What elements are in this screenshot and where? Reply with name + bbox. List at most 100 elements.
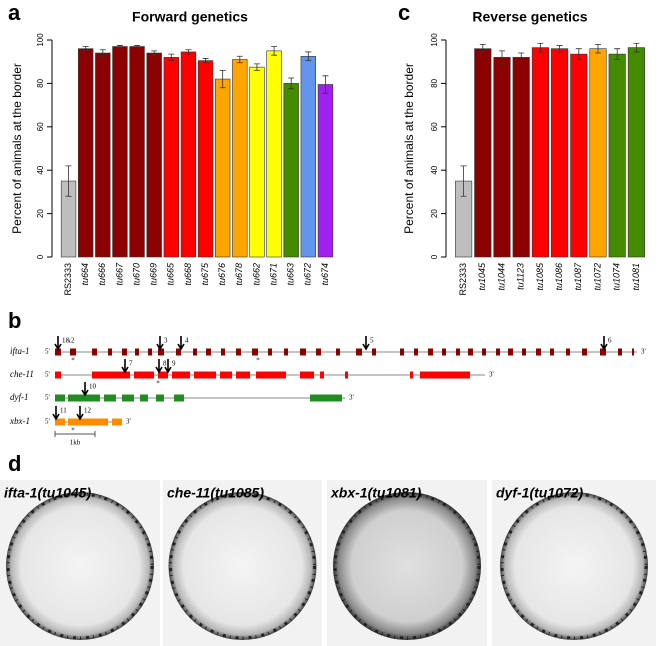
error-bar bbox=[151, 50, 158, 56]
three-prime: 3' bbox=[641, 348, 646, 356]
error-bar bbox=[99, 49, 106, 57]
five-prime: 5' bbox=[45, 394, 50, 402]
panel-letter: d bbox=[8, 451, 21, 476]
dish bbox=[168, 492, 317, 640]
y-tick-label: 80 bbox=[430, 78, 439, 87]
error-bar bbox=[595, 43, 601, 54]
exon bbox=[256, 371, 286, 379]
error-bar bbox=[479, 43, 486, 54]
x-tick-label: tu1081 bbox=[631, 263, 641, 291]
exon bbox=[420, 371, 470, 379]
exon bbox=[68, 418, 108, 426]
error-bar bbox=[499, 50, 505, 65]
bar bbox=[197, 60, 214, 258]
x-tick-label: tu1045 bbox=[477, 262, 487, 291]
worm-ring bbox=[333, 492, 481, 640]
y-tick-label: 20 bbox=[430, 209, 439, 218]
exon bbox=[310, 394, 342, 402]
exon bbox=[345, 371, 348, 379]
exon bbox=[300, 371, 314, 379]
exon bbox=[92, 348, 97, 356]
x-tick-label: tu1123 bbox=[516, 263, 526, 290]
error-bar bbox=[575, 48, 582, 60]
arrow bbox=[177, 336, 185, 351]
exon bbox=[536, 348, 541, 356]
x-tick-label: tu671 bbox=[268, 263, 278, 286]
arrow-label: 11 bbox=[60, 407, 67, 415]
worm-ring bbox=[500, 492, 648, 640]
arrow-label: 7 bbox=[129, 360, 133, 368]
x-tick-label: tu669 bbox=[149, 263, 159, 286]
y-tick-label: 40 bbox=[36, 165, 45, 174]
y-tick-label: 40 bbox=[430, 165, 439, 174]
arrow-label: 4 bbox=[185, 337, 189, 345]
gene-name: dyf-1 bbox=[10, 392, 29, 402]
x-tick-label: RS2333 bbox=[63, 263, 73, 296]
dish-images: ifta-1(tu1045) che-11(tu1085) xbx-1(tu1081… bbox=[0, 480, 656, 646]
gene-models: ifta-1 5' 3' che-11 5' 3' dyf-1 5' 3' xbx-1 5' 3' 1&… bbox=[9, 336, 646, 447]
error-bar bbox=[202, 58, 209, 64]
x-tick-label: tu1085 bbox=[535, 262, 545, 291]
worm-ring bbox=[169, 492, 316, 640]
bar bbox=[146, 52, 162, 258]
exon bbox=[148, 348, 152, 356]
bar bbox=[627, 47, 645, 258]
x-tick-label: tu1087 bbox=[573, 262, 583, 291]
y-axis-label: Percent of animals at the border bbox=[10, 63, 24, 234]
arrow-label: 3 bbox=[164, 337, 168, 345]
exon bbox=[400, 348, 404, 356]
exon bbox=[174, 394, 184, 402]
exon bbox=[220, 371, 232, 379]
panel-letter: a bbox=[8, 0, 21, 25]
y-axis-label: Percent of animals at the border bbox=[402, 63, 416, 234]
error-bar bbox=[271, 46, 278, 56]
five-prime: 5' bbox=[45, 418, 50, 426]
dish bbox=[333, 492, 481, 640]
error-bar bbox=[460, 165, 467, 197]
arrow-label: 1&2 bbox=[62, 337, 75, 345]
error-bar bbox=[65, 165, 72, 197]
x-tick-label: tu664 bbox=[80, 263, 90, 286]
exon bbox=[268, 348, 272, 356]
exon bbox=[55, 394, 65, 402]
exon bbox=[356, 348, 362, 356]
exon bbox=[320, 371, 324, 379]
x-tick-label: tu662 bbox=[251, 263, 261, 286]
exon bbox=[70, 348, 76, 356]
error-bar bbox=[305, 51, 312, 62]
asterisk: * bbox=[156, 380, 160, 388]
exon bbox=[336, 348, 340, 356]
exon bbox=[410, 371, 413, 379]
bar bbox=[474, 48, 492, 258]
y-tick-label: 60 bbox=[430, 122, 439, 131]
error-bar bbox=[116, 45, 123, 48]
exon bbox=[456, 348, 460, 356]
exon bbox=[236, 348, 241, 356]
gene-name: che-11 bbox=[10, 369, 34, 379]
error-bar bbox=[134, 45, 141, 48]
bar bbox=[129, 46, 145, 258]
arrow-label: 8 bbox=[163, 360, 167, 368]
exon bbox=[550, 348, 554, 356]
gene-name: ifta-1 bbox=[10, 346, 30, 356]
exon bbox=[428, 348, 433, 356]
x-tick-label: tu678 bbox=[234, 263, 244, 286]
dish bbox=[500, 492, 648, 640]
arrow bbox=[81, 382, 89, 397]
bar bbox=[215, 78, 231, 258]
three-prime: 3' bbox=[489, 371, 494, 379]
arrow bbox=[156, 336, 164, 351]
exon bbox=[582, 348, 587, 356]
gene-name: xbx-1 bbox=[9, 416, 30, 426]
y-tick-label: 80 bbox=[36, 78, 45, 87]
x-tick-label: tu1072 bbox=[592, 263, 602, 291]
arrow-label: 12 bbox=[84, 407, 92, 415]
error-bar bbox=[82, 46, 89, 52]
chart-title: Forward genetics bbox=[132, 9, 248, 25]
exon bbox=[600, 348, 606, 356]
exon bbox=[566, 348, 570, 356]
error-bar bbox=[185, 49, 192, 55]
exon bbox=[108, 348, 112, 356]
panel-letter: b bbox=[8, 308, 21, 333]
